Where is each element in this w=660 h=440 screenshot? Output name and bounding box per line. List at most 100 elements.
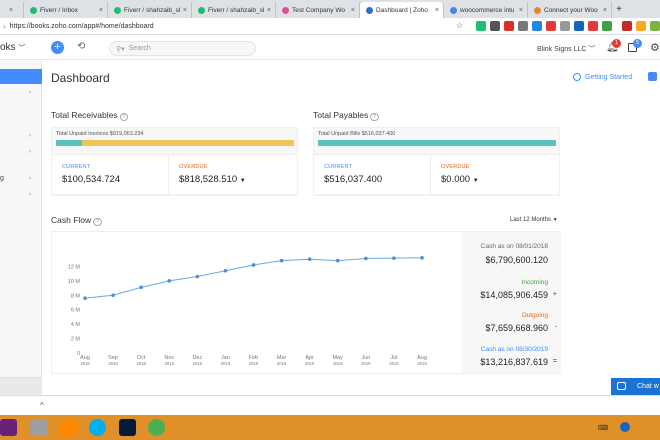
extension-icon[interactable] [518,21,528,31]
extension-icon[interactable] [490,21,500,31]
data-point[interactable] [111,293,115,298]
x-tick-label: Apr [305,355,314,361]
data-point[interactable] [392,256,396,260]
skype-icon[interactable] [89,419,106,436]
play-icon [573,73,581,81]
extension-icon[interactable] [636,21,646,31]
keyboard-icon[interactable]: ⌨ [598,425,609,432]
sidebar-scroll[interactable] [0,377,42,395]
data-point[interactable] [279,258,284,263]
extension-icon[interactable] [622,21,632,31]
chevron-right-icon[interactable]: › [29,192,31,198]
bar-current-segment [56,140,82,146]
close-icon[interactable]: × [350,6,355,14]
chevron-right-icon[interactable]: › [29,90,31,96]
tab-label: woocommerce intu [460,6,515,14]
x-tick-label: 2019 [221,361,231,366]
quick-create-button[interactable]: + [51,41,64,54]
url-text[interactable]: https://books.zoho.com/app#/home/dashboa… [9,22,154,30]
bell-icon[interactable]: 🔔︎ [606,42,619,53]
gear-icon[interactable]: ⚙ [650,42,660,54]
browser-tab[interactable]: Fiverr / shahzaib_sh × [108,2,192,18]
chevron-up-icon[interactable]: ^ [40,401,44,410]
x-tick-label: Nov [164,355,174,361]
payables-overdue[interactable]: OVERDUE $0.000 ▼ [431,155,559,195]
data-point[interactable] [167,279,172,283]
data-point[interactable] [223,268,228,273]
data-point[interactable] [307,257,312,262]
app-brand[interactable]: oks ﹀ [0,42,26,53]
photoshop-icon[interactable] [119,419,136,436]
browser-tab[interactable]: woocommerce intu × [444,2,528,18]
browser-tab[interactable]: Test Company Wo × [276,2,360,18]
receivables-overdue[interactable]: OVERDUE $818,528.510 ▼ [169,155,297,195]
star-icon[interactable]: ☆ [456,21,464,30]
data-point[interactable] [251,263,256,267]
browser-tab[interactable]: Fiverr / Inbox × [24,2,108,18]
chat-button[interactable]: Chat w [611,378,660,395]
data-point[interactable] [364,256,368,261]
help-icon[interactable]: ? [119,113,128,121]
extension-icon[interactable] [574,21,584,31]
current-label: CURRENT [62,164,91,170]
receivables-cards: CURRENT $100,534.724 OVERDUE $818,528.51… [52,154,297,195]
extension-icon[interactable] [476,21,486,31]
browser-tab[interactable]: × [0,2,24,18]
x-tick-label: 2019 [305,361,315,366]
extension-icon[interactable] [546,21,556,31]
close-icon[interactable]: × [98,6,103,14]
y-tick-label: 2 M [71,337,81,343]
close-icon[interactable]: × [182,6,187,14]
extension-icon[interactable] [532,21,542,31]
search-input[interactable]: ⚲▾ Search [109,41,256,56]
browser-tab[interactable]: Connect your Woo × [528,2,612,18]
address-bar[interactable]: › https://books.zoho.com/app#/home/dashb… [0,18,660,35]
help-icon[interactable]: ? [370,113,379,121]
close-icon[interactable]: × [518,6,523,14]
extension-icon[interactable] [602,21,612,31]
help-icon[interactable] [620,422,630,432]
unpaid-invoices-text: Total Unpaid Invoices $919,063.234 [56,131,144,137]
extension-icon[interactable] [588,21,598,31]
chrome-icon[interactable] [148,419,165,436]
help-icon[interactable]: ? [93,218,102,226]
data-point[interactable] [83,296,87,300]
close-icon[interactable]: × [266,6,271,14]
getting-started-link[interactable]: Getting Started [585,74,633,81]
payables-cards: CURRENT $516,037.400 OVERDUE $0.000 ▼ [314,154,559,195]
close-icon[interactable]: × [9,6,14,14]
browser-tab[interactable]: Fiverr / shahzaib_sh × [192,2,276,18]
back-icon[interactable]: › [3,21,6,31]
gift-icon[interactable] [648,72,657,81]
data-point[interactable] [195,274,200,279]
cashflow-range-dropdown[interactable]: Last 12 Months ▼ [510,217,558,223]
chevron-right-icon[interactable]: › [29,176,31,182]
close-icon[interactable]: × [602,6,607,14]
close-icon[interactable]: × [434,6,439,14]
receivables-progress-bar [56,140,294,146]
x-tick-label: Mar [277,355,287,361]
browser-tab[interactable]: Dashboard | Zoho × [360,2,444,18]
data-point[interactable] [139,285,143,290]
tools-icon[interactable] [30,419,47,436]
payables-current[interactable]: CURRENT $516,037.400 [314,155,431,195]
org-switcher[interactable]: Blink Signs LLC ﹀ [537,46,596,53]
chevron-right-icon[interactable]: › [29,149,31,155]
extension-icon[interactable] [650,21,660,31]
extension-icon[interactable] [504,21,514,31]
data-point[interactable] [335,258,340,263]
tab-favicon-icon [282,6,289,14]
vlc-icon[interactable] [60,419,77,436]
receivables-panel: Total Unpaid Invoices $919,063.234 CURRE… [51,127,298,196]
extension-icon[interactable] [560,21,570,31]
new-tab-button[interactable]: + [616,4,622,15]
receivables-current[interactable]: CURRENT $100,534.724 [52,155,169,195]
visual-studio-icon[interactable] [0,419,17,436]
history-icon[interactable]: ⟲ [77,41,86,52]
data-point[interactable] [420,255,424,260]
x-tick-label: 2018 [137,361,147,366]
sidebar-item-label[interactable]: g [0,175,4,182]
sidebar-item-dashboard[interactable] [0,69,42,84]
incoming-label: Incoming [521,279,548,286]
chevron-right-icon[interactable]: › [29,133,31,139]
